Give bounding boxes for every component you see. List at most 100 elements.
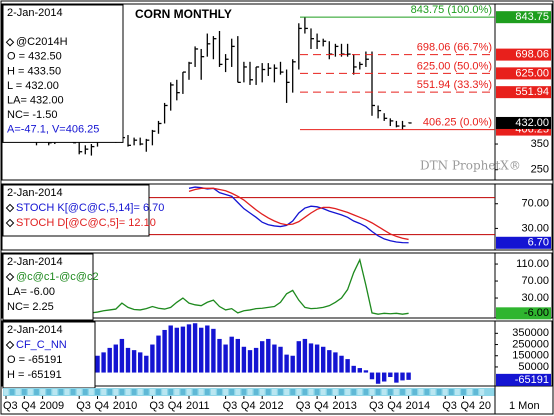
level-axis-box: [496, 67, 551, 80]
level-axis-box: [496, 86, 551, 99]
x-tick-label: Q4: [241, 400, 256, 412]
y-tick-label: 250000: [512, 338, 549, 350]
time-strip-cell: [394, 389, 399, 395]
time-strip-cell: [278, 389, 283, 395]
info-text: CF_C_NN: [16, 339, 67, 351]
level-axis-label: 551.94: [515, 86, 549, 98]
bar: [186, 324, 192, 373]
time-strip-cell: [192, 389, 198, 395]
info-box: 2-Jan-2014 @C2014H O = 432.50 H = 433.50 L =…: [2, 4, 124, 143]
bar: [131, 350, 137, 373]
bar: [321, 346, 326, 373]
info-box: 2-Jan-2014 STOCH K[@C@C,5,14]= 6.70 STOCH …: [2, 184, 164, 237]
x-tick-label: 20: [479, 400, 491, 412]
y-tick-label: 70.00: [521, 275, 549, 287]
info-box-frame: [2, 253, 94, 321]
bar: [302, 338, 308, 373]
time-strip-cell: [95, 389, 100, 395]
bar: [363, 370, 369, 373]
y-tick-label: 350: [531, 138, 549, 150]
time-strip-cell: [113, 389, 119, 395]
level-label: 406.25 (0.0%): [423, 116, 492, 128]
time-strip-cell: [125, 389, 131, 395]
time-strip-cell: [241, 389, 247, 395]
legend-marker: [5, 272, 15, 282]
info-text: O = -65191: [7, 354, 62, 366]
bar: [174, 327, 179, 373]
bar: [211, 328, 216, 373]
x-tick-label: Q4: [461, 400, 476, 412]
last-value-label: 432.00: [515, 117, 549, 129]
last-value-box: [496, 307, 551, 320]
bar: [156, 335, 161, 373]
time-strip-cell: [357, 389, 363, 395]
time-strip-cell: [119, 389, 125, 395]
bar: [351, 365, 356, 373]
time-strip-cell: [34, 389, 39, 395]
time-strip-cell: [375, 389, 381, 395]
x-tick-label: 2014: [406, 400, 430, 412]
info-box: 2-Jan-2014 CF_C_NN O = -65191 H = -65191: [2, 321, 96, 389]
bar: [205, 325, 210, 373]
time-strip-cell: [455, 389, 460, 395]
time-strip-cell: [156, 389, 161, 395]
bar: [284, 354, 289, 373]
time-strip-cell: [174, 389, 180, 395]
time-strip-cell: [235, 389, 241, 395]
bar: [369, 372, 375, 380]
time-strip-cell: [46, 389, 52, 395]
info-text: 2-Jan-2014: [7, 256, 63, 268]
time-strip-cell: [272, 389, 277, 395]
time-strip-cell: [430, 389, 436, 395]
time-strip-cell: [9, 389, 15, 395]
level-label: 551.94 (33.3%): [417, 79, 492, 91]
time-strip-cell: [217, 389, 222, 395]
info-text: O = 432.50: [7, 51, 62, 63]
time-strip-cell: [40, 389, 45, 395]
time-strip-cell: [204, 389, 210, 395]
time-strip-cell: [448, 389, 454, 395]
time-strip-cell: [198, 389, 204, 395]
level-axis-box: [496, 48, 551, 61]
time-strip-cell: [308, 389, 314, 395]
info-text: H = 433.50: [7, 65, 61, 77]
info-text: H = -65191: [7, 369, 62, 381]
bar: [388, 372, 393, 378]
time-strip-cell: [265, 389, 271, 395]
time-strip-cell: [150, 389, 155, 395]
x-tick-label: 2012: [259, 400, 283, 412]
time-strip-cell: [461, 389, 466, 395]
level-axis-label: 625.00: [515, 67, 549, 79]
bar: [375, 372, 381, 384]
time-strip-cell: [479, 389, 485, 395]
time-strip-cell: [162, 389, 167, 395]
bar: [339, 355, 344, 373]
time-strip-cell: [400, 389, 405, 395]
time-strip-cell: [223, 389, 228, 395]
last-value-box: [496, 373, 551, 386]
bar: [400, 372, 405, 381]
time-strip-cell: [284, 389, 289, 395]
bar: [199, 327, 204, 373]
bar: [290, 355, 295, 373]
y-tick-label: 30.00: [521, 292, 549, 304]
time-strip-cell: [290, 389, 296, 395]
series-line: [36, 257, 409, 315]
x-tick-label: 2011: [186, 400, 210, 412]
bar: [253, 347, 259, 373]
bar: [162, 329, 167, 373]
x-tick-label: Q4: [21, 400, 36, 412]
level-axis-label: 698.06: [515, 49, 549, 61]
x-tick-label: 2013: [332, 400, 356, 412]
bar: [223, 344, 228, 373]
time-strip-cell: [296, 389, 302, 395]
time-strip-cell: [52, 389, 58, 395]
series-line: [188, 186, 409, 244]
time-strip-cell: [58, 389, 64, 395]
bar: [192, 323, 198, 373]
time-strip-cell: [186, 389, 192, 395]
bar: [138, 352, 143, 373]
legend-marker: [5, 203, 15, 213]
x-tick-label: Q4: [387, 400, 402, 412]
